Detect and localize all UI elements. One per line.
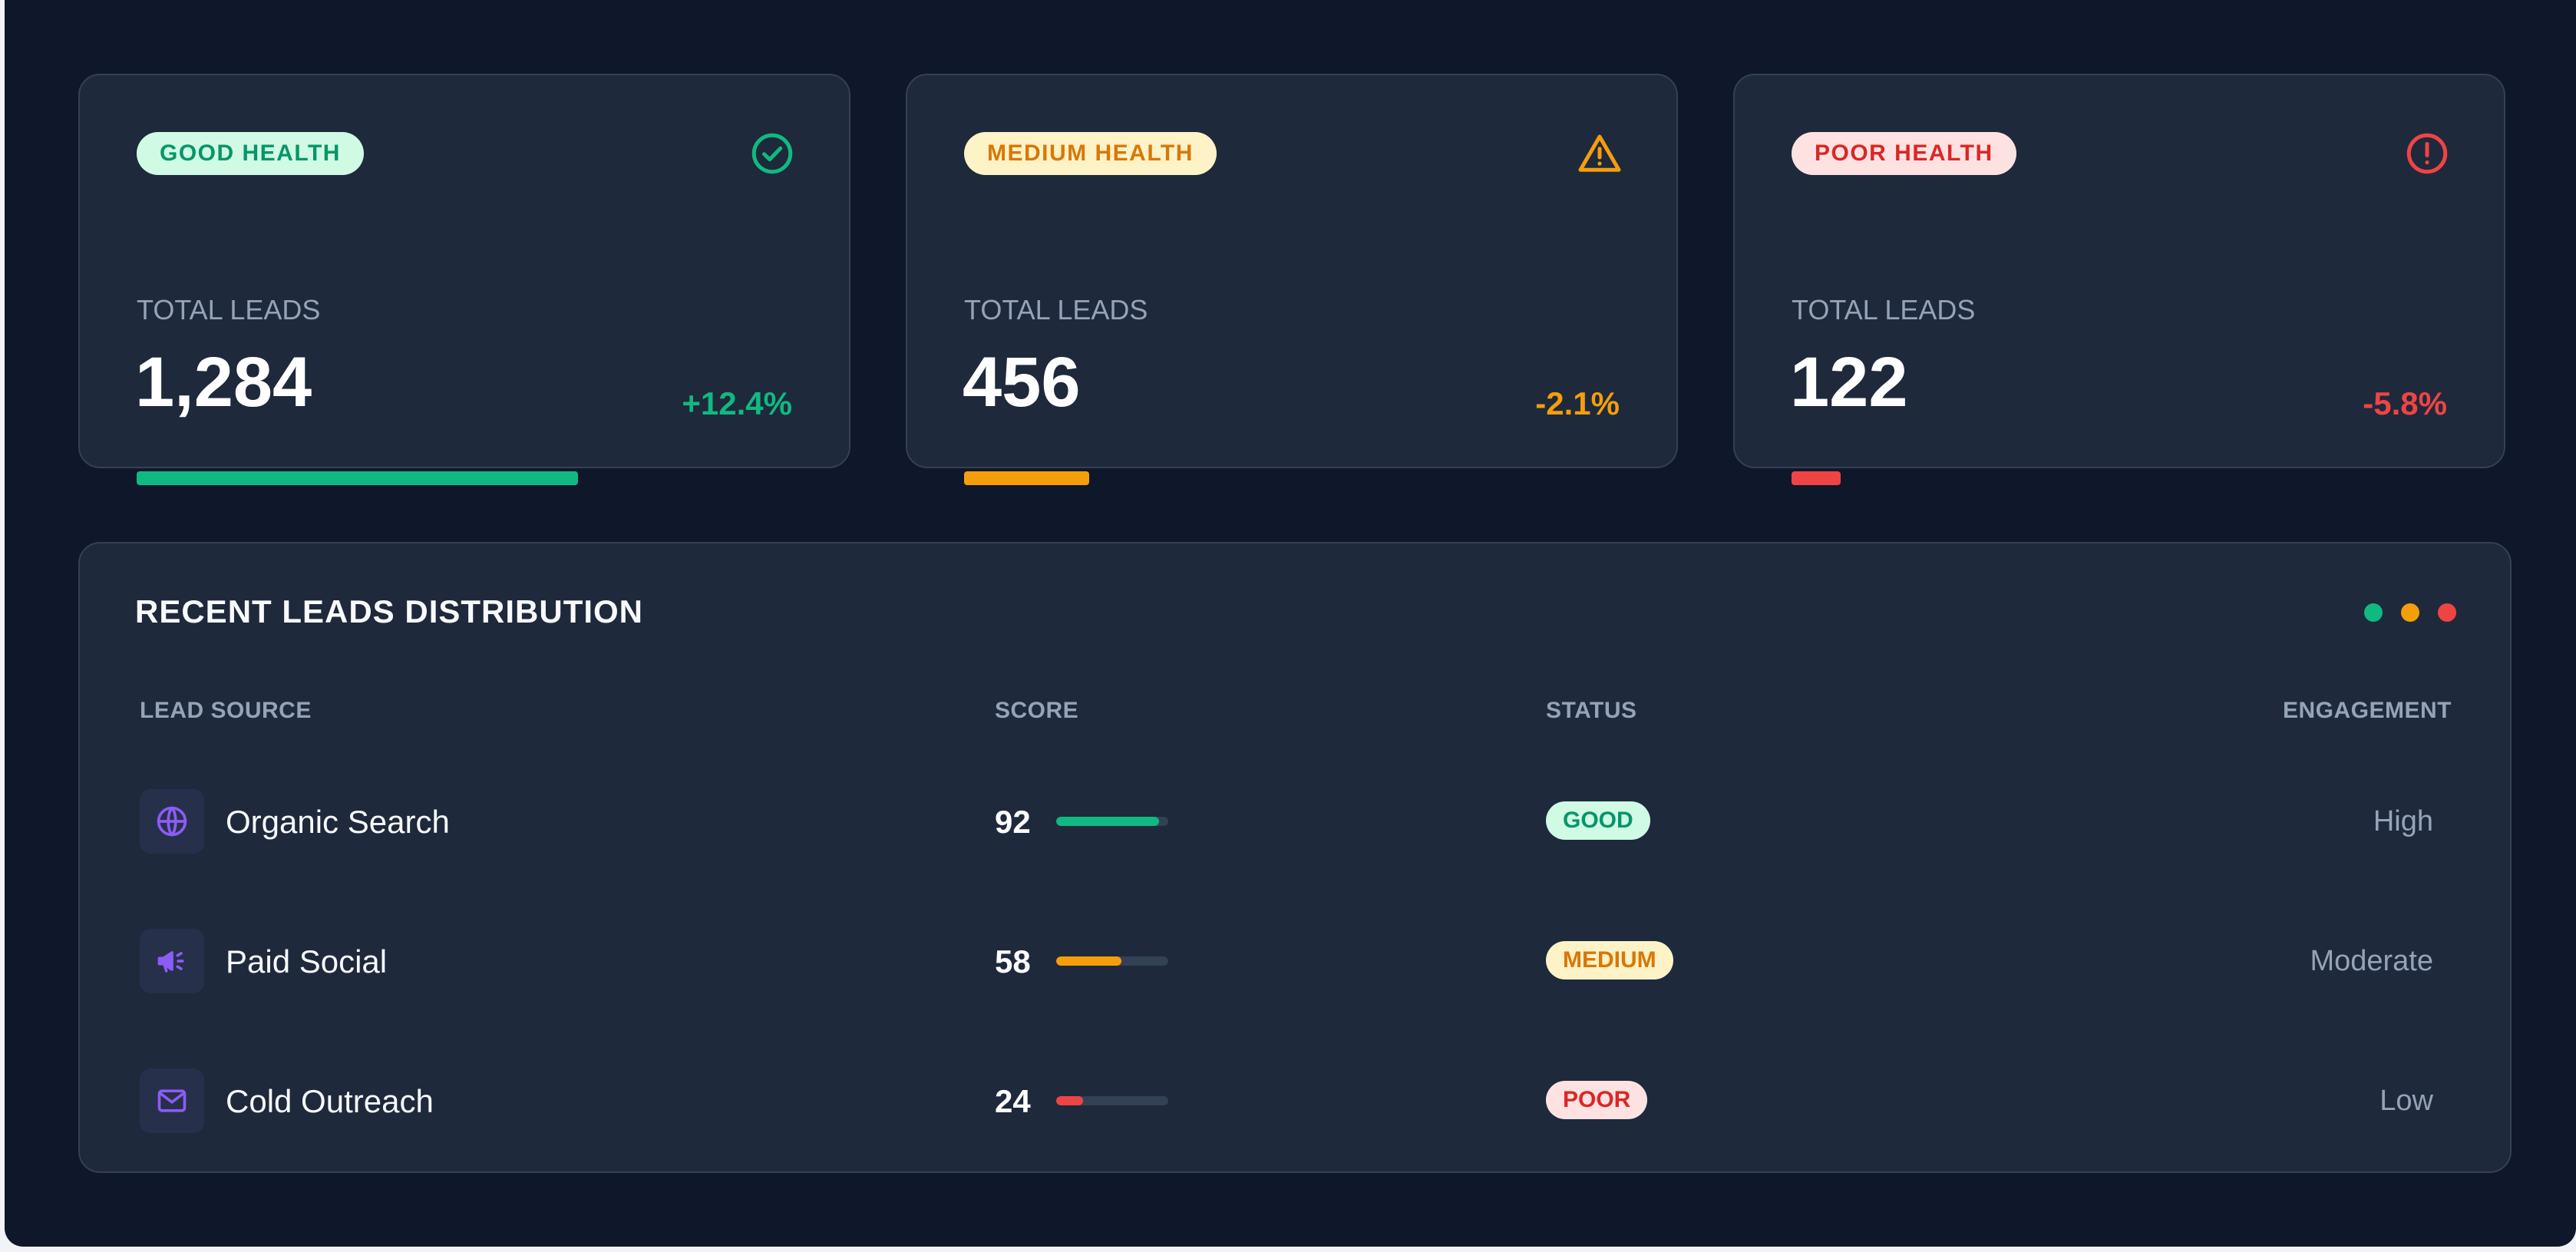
lead-source-name: Cold Outreach	[226, 1083, 434, 1119]
score-bar	[1056, 817, 1168, 826]
column-header-status[interactable]: STATUS	[1546, 698, 1637, 723]
recent-leads-distribution-panel: RECENT LEADS DISTRIBUTION LEAD SOURCE SC…	[78, 542, 2512, 1173]
globe-icon	[140, 789, 204, 854]
table-row[interactable]: Paid Social 58 MEDIUM Moderate	[80, 929, 2510, 1021]
status-badge: MEDIUM	[1546, 941, 1673, 979]
trend-percentage: -2.1%	[1535, 385, 1620, 421]
metric-value: 456	[963, 343, 1081, 421]
mail-icon	[140, 1069, 204, 1133]
lead-health-card-medium[interactable]: MEDIUM HEALTH TOTAL LEADS 456 -2.1%	[906, 74, 1678, 485]
dashboard-frame: GOOD HEALTH TOTAL LEADS 1,284 +12.4% MED…	[5, 0, 2576, 1247]
megaphone-icon	[140, 929, 204, 993]
score-value: 58	[995, 943, 1031, 979]
metric-value: 1,284	[135, 343, 312, 421]
metric-label: TOTAL LEADS	[137, 294, 321, 325]
progress-bar	[964, 471, 1623, 485]
check-circle-icon	[749, 130, 795, 177]
metric-label: TOTAL LEADS	[1792, 294, 1976, 325]
engagement-level: Low	[2379, 1085, 2433, 1117]
progress-fill	[137, 471, 578, 485]
alert-circle-icon	[2404, 130, 2450, 177]
progress-bar	[137, 471, 795, 485]
lead-health-card-poor[interactable]: POOR HEALTH TOTAL LEADS 122 -5.8%	[1733, 74, 2505, 485]
lead-source-name: Paid Social	[226, 943, 388, 979]
column-header-lead-source[interactable]: LEAD SOURCE	[140, 698, 312, 723]
progress-bar	[1792, 471, 2450, 485]
column-header-score[interactable]: SCORE	[995, 698, 1079, 723]
panel-title: RECENT LEADS DISTRIBUTION	[135, 593, 644, 629]
health-badge: POOR HEALTH	[1792, 132, 2016, 175]
score-bar-fill	[1056, 1096, 1084, 1105]
score-bar-fill	[1056, 956, 1121, 966]
lead-source-name: Organic Search	[226, 804, 450, 840]
engagement-level: High	[2373, 805, 2433, 837]
score-bar	[1056, 1096, 1168, 1105]
engagement-level: Moderate	[2310, 945, 2433, 977]
trend-percentage: +12.4%	[682, 385, 792, 421]
health-badge: MEDIUM HEALTH	[964, 132, 1217, 175]
poor-dot	[2438, 603, 2456, 622]
metric-label: TOTAL LEADS	[964, 294, 1148, 325]
table-row[interactable]: Organic Search 92 GOOD High	[80, 789, 2510, 881]
progress-fill	[964, 471, 1090, 485]
medium-dot	[2401, 603, 2419, 622]
progress-fill	[1792, 471, 1841, 485]
legend-dots	[2364, 603, 2456, 622]
table-row[interactable]: Cold Outreach 24 POOR Low	[80, 1069, 2510, 1161]
status-badge: GOOD	[1546, 801, 1650, 840]
score-bar-fill	[1056, 817, 1160, 826]
status-badge: POOR	[1546, 1081, 1648, 1119]
score-value: 24	[995, 1083, 1031, 1119]
score-value: 92	[995, 804, 1031, 840]
trend-percentage: -5.8%	[2363, 385, 2447, 421]
score-bar	[1056, 956, 1168, 966]
metric-value: 122	[1790, 343, 1908, 421]
warning-triangle-icon	[1577, 130, 1623, 177]
health-badge: GOOD HEALTH	[137, 132, 364, 175]
column-header-engagement[interactable]: ENGAGEMENT	[2282, 698, 2452, 723]
lead-health-card-good[interactable]: GOOD HEALTH TOTAL LEADS 1,284 +12.4%	[78, 74, 850, 485]
good-dot	[2364, 603, 2383, 622]
